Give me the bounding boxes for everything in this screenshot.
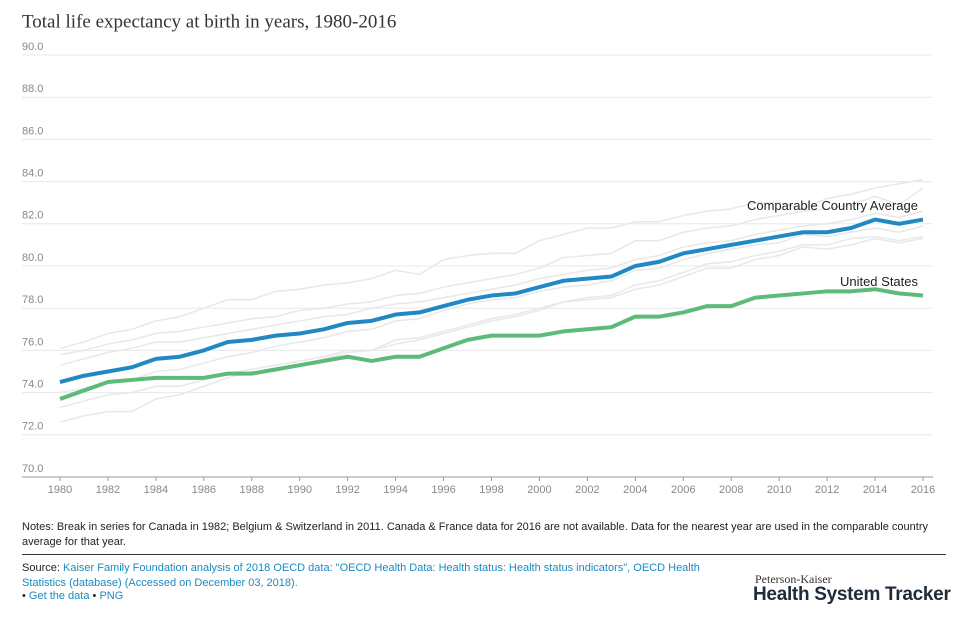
y-tick-label: 90.0: [22, 41, 43, 53]
source: Source: Kaiser Family Foundation analysi…: [22, 561, 702, 591]
x-tick-label: 2016: [911, 484, 935, 496]
x-tick-label: 1994: [383, 484, 407, 496]
x-tick-label: 1988: [240, 484, 264, 496]
y-tick-label: 78.0: [22, 294, 43, 306]
x-tick-label: 2006: [671, 484, 695, 496]
x-tick-label: 2008: [719, 484, 743, 496]
background-line: [59, 210, 924, 366]
y-tick-label: 86.0: [22, 125, 43, 137]
x-tick-label: 2004: [623, 484, 647, 496]
link[interactable]: Get the data: [28, 590, 90, 602]
chart-title: Total life expectancy at birth in years,…: [22, 11, 396, 32]
x-tick-label: 1980: [48, 484, 72, 496]
series-label: United States: [840, 274, 919, 289]
divider: [22, 554, 946, 555]
y-tick-label: 74.0: [22, 379, 43, 391]
x-tick-label: 1996: [431, 484, 455, 496]
x-tick-label: 2000: [527, 484, 551, 496]
source-text[interactable]: Kaiser Family Foundation analysis of 201…: [22, 562, 700, 589]
background-line: [59, 235, 924, 409]
y-tick-label: 82.0: [22, 210, 43, 222]
x-tick-label: 1982: [96, 484, 120, 496]
series-line: [59, 217, 924, 384]
logo-main: Health System Tracker: [753, 584, 951, 605]
background-line: [59, 187, 924, 356]
links: • Get the data • PNG: [22, 590, 124, 602]
x-tick-label: 2014: [863, 484, 887, 496]
source-prefix: Source:: [22, 562, 60, 574]
notes: Notes: Break in series for Canada in 198…: [22, 521, 928, 548]
x-tick-label: 1998: [479, 484, 503, 496]
y-tick-label: 76.0: [22, 336, 43, 348]
link[interactable]: PNG: [99, 590, 124, 602]
x-tick-label: 1992: [335, 484, 359, 496]
y-tick-label: 80.0: [22, 252, 43, 264]
y-tick-label: 70.0: [22, 463, 43, 475]
y-tick-label: 72.0: [22, 421, 43, 433]
y-tick-label: 84.0: [22, 168, 43, 180]
y-tick-label: 88.0: [22, 83, 43, 95]
x-tick-label: 1984: [144, 484, 168, 496]
x-tick-label: 2002: [575, 484, 599, 496]
series-line: [59, 287, 924, 401]
x-tick-label: 2012: [815, 484, 839, 496]
logo-top: Peterson-Kaiser: [755, 572, 832, 586]
x-tick-label: 1990: [287, 484, 311, 496]
chart: Total life expectancy at birth in years,…: [22, 11, 935, 496]
series-label: Comparable Country Average: [747, 198, 918, 213]
background-line: [59, 237, 924, 423]
background-line: [59, 178, 924, 350]
x-tick-label: 2010: [767, 484, 791, 496]
background-line: [59, 225, 924, 394]
x-tick-label: 1986: [192, 484, 216, 496]
